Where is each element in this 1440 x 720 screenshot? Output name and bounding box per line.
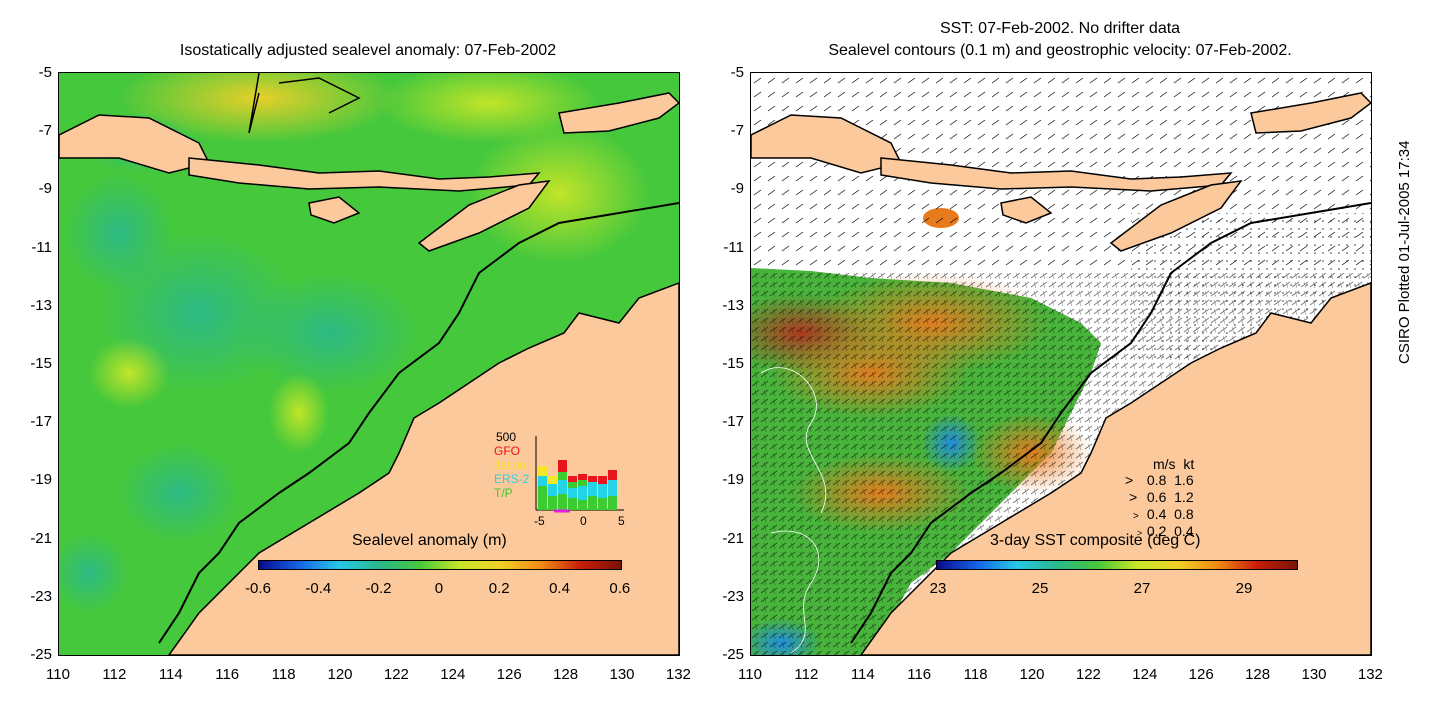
timor-land — [417, 180, 551, 252]
shelf-contour — [158, 202, 679, 644]
colorbar-tick-label: -0.2 — [365, 580, 392, 597]
colorbar-tick-label: 0 — [434, 580, 444, 597]
right-panel-title-line2: Sealevel contours (0.1 m) and geostrophi… — [828, 42, 1292, 59]
colorbar-tick-label: 0.6 — [609, 580, 631, 597]
left-panel-title: Isostatically adjusted sealevel anomaly:… — [179, 42, 557, 59]
x-tick-label: 128 — [553, 666, 579, 683]
x-tick-label: 110 — [738, 666, 762, 683]
y-tick-label: -19 — [30, 471, 52, 489]
colorbar-tick-label: 29 — [1235, 580, 1253, 597]
x-tick-label: 114 — [850, 666, 875, 683]
velocity-legend-row: > 0.2 0.4 — [1137, 523, 1194, 539]
y-tick-label: -13 — [722, 296, 744, 314]
inset-xtick-5: 5 — [618, 514, 625, 528]
x-tick-label: 120 — [327, 666, 353, 683]
inset-bars — [538, 460, 617, 510]
velocity-legend-row: > 0.6 1.2 — [1129, 489, 1194, 505]
inset-gfo-label: GFO — [494, 444, 520, 458]
y-tick-label: -7 — [730, 122, 744, 140]
right-colorbar-label: 3-day SST composite (deg C) — [990, 532, 1201, 549]
inset-tp-label: T/P — [494, 486, 513, 500]
x-tick-label: 126 — [1188, 666, 1214, 683]
y-tick-label: -15 — [722, 355, 744, 372]
x-tick-label: 128 — [1245, 666, 1271, 683]
x-tick-label: 120 — [1019, 666, 1045, 683]
y-tick-label: -7 — [38, 122, 52, 140]
y-tick-label: -25 — [30, 646, 52, 663]
y-tick-label: -21 — [30, 529, 52, 547]
sumba-land — [308, 196, 361, 224]
right-map — [750, 72, 1372, 656]
y-tick-label: -15 — [30, 355, 52, 372]
y-tick-label: -9 — [730, 180, 744, 198]
x-tick-label: 130 — [609, 666, 635, 683]
y-tick-label: -19 — [722, 471, 744, 489]
colorbar-tick-label: -0.6 — [245, 580, 271, 597]
velocity-legend-row: > 0.8 1.6 — [1125, 472, 1194, 488]
y-tick-label: -21 — [722, 529, 744, 547]
x-tick-label: 118 — [271, 666, 296, 683]
colorbar-tick-label: 0.4 — [549, 580, 570, 597]
y-tick-label: -23 — [30, 587, 52, 605]
x-tick-label: 126 — [496, 666, 522, 683]
nusa-tenggara-land — [188, 157, 541, 192]
right-panel-title-line1: SST: 07-Feb-2002. No drifter data — [939, 20, 1181, 37]
inset-ymax-label: 500 — [496, 430, 517, 444]
left-colorbar — [258, 560, 622, 570]
colorbar-tick-label: 25 — [1031, 580, 1049, 597]
y-tick-label: -11 — [31, 238, 52, 256]
colorbar-tick-label: 0.2 — [488, 580, 510, 597]
flores-land — [558, 92, 679, 134]
x-tick-label: 114 — [158, 666, 183, 683]
y-tick-label: -17 — [722, 413, 744, 431]
colorbar-tick-label: 27 — [1133, 580, 1151, 597]
inset-ers2-label: ERS-2 — [494, 472, 530, 486]
x-tick-label: 118 — [963, 666, 988, 683]
x-tick-label: 124 — [440, 666, 466, 683]
y-tick-label: -9 — [38, 180, 52, 198]
right-colorbar — [936, 560, 1298, 570]
y-tick-label: -23 — [722, 587, 744, 605]
y-tick-label: -5 — [730, 64, 744, 81]
x-tick-label: 124 — [1132, 666, 1158, 683]
velocity-legend-row: > 0.4 0.8 — [1133, 506, 1194, 522]
x-tick-label: 132 — [1357, 666, 1383, 683]
y-tick-label: -11 — [723, 238, 744, 256]
y-tick-label: -13 — [30, 296, 52, 314]
x-tick-label: 110 — [46, 666, 70, 683]
x-tick-label: 116 — [907, 666, 932, 683]
x-tick-label: 132 — [665, 666, 691, 683]
x-tick-label: 112 — [102, 666, 127, 683]
altimeter-inset: 500 GFO Jason ERS-2 T/P -5 0 5 — [488, 430, 628, 528]
plot-credit: CSIRO Plotted 01-Jul-2005 17:34 — [1396, 140, 1413, 364]
y-tick-label: -17 — [30, 413, 52, 431]
x-tick-label: 130 — [1301, 666, 1327, 683]
x-tick-label: 122 — [383, 666, 409, 683]
inset-xtick-0: 0 — [580, 514, 587, 528]
velocity-legend: m/s kt > 0.8 1.6 > 0.6 1.2 > 0.4 0.8 > 0… — [1125, 456, 1275, 546]
y-tick-label: -5 — [38, 64, 52, 81]
colorbar-tick-label: 23 — [929, 580, 947, 597]
y-tick-label: -25 — [722, 646, 744, 663]
velocity-legend-header: m/s kt — [1153, 456, 1195, 472]
x-tick-label: 122 — [1075, 666, 1101, 683]
inset-xtick-neg5: -5 — [534, 514, 545, 528]
x-tick-label: 116 — [215, 666, 240, 683]
left-colorbar-label: Sealevel anomaly (m) — [352, 532, 507, 549]
colorbar-tick-label: -0.4 — [305, 580, 332, 597]
x-tick-label: 112 — [794, 666, 819, 683]
inset-jason-label: Jason — [494, 458, 527, 472]
